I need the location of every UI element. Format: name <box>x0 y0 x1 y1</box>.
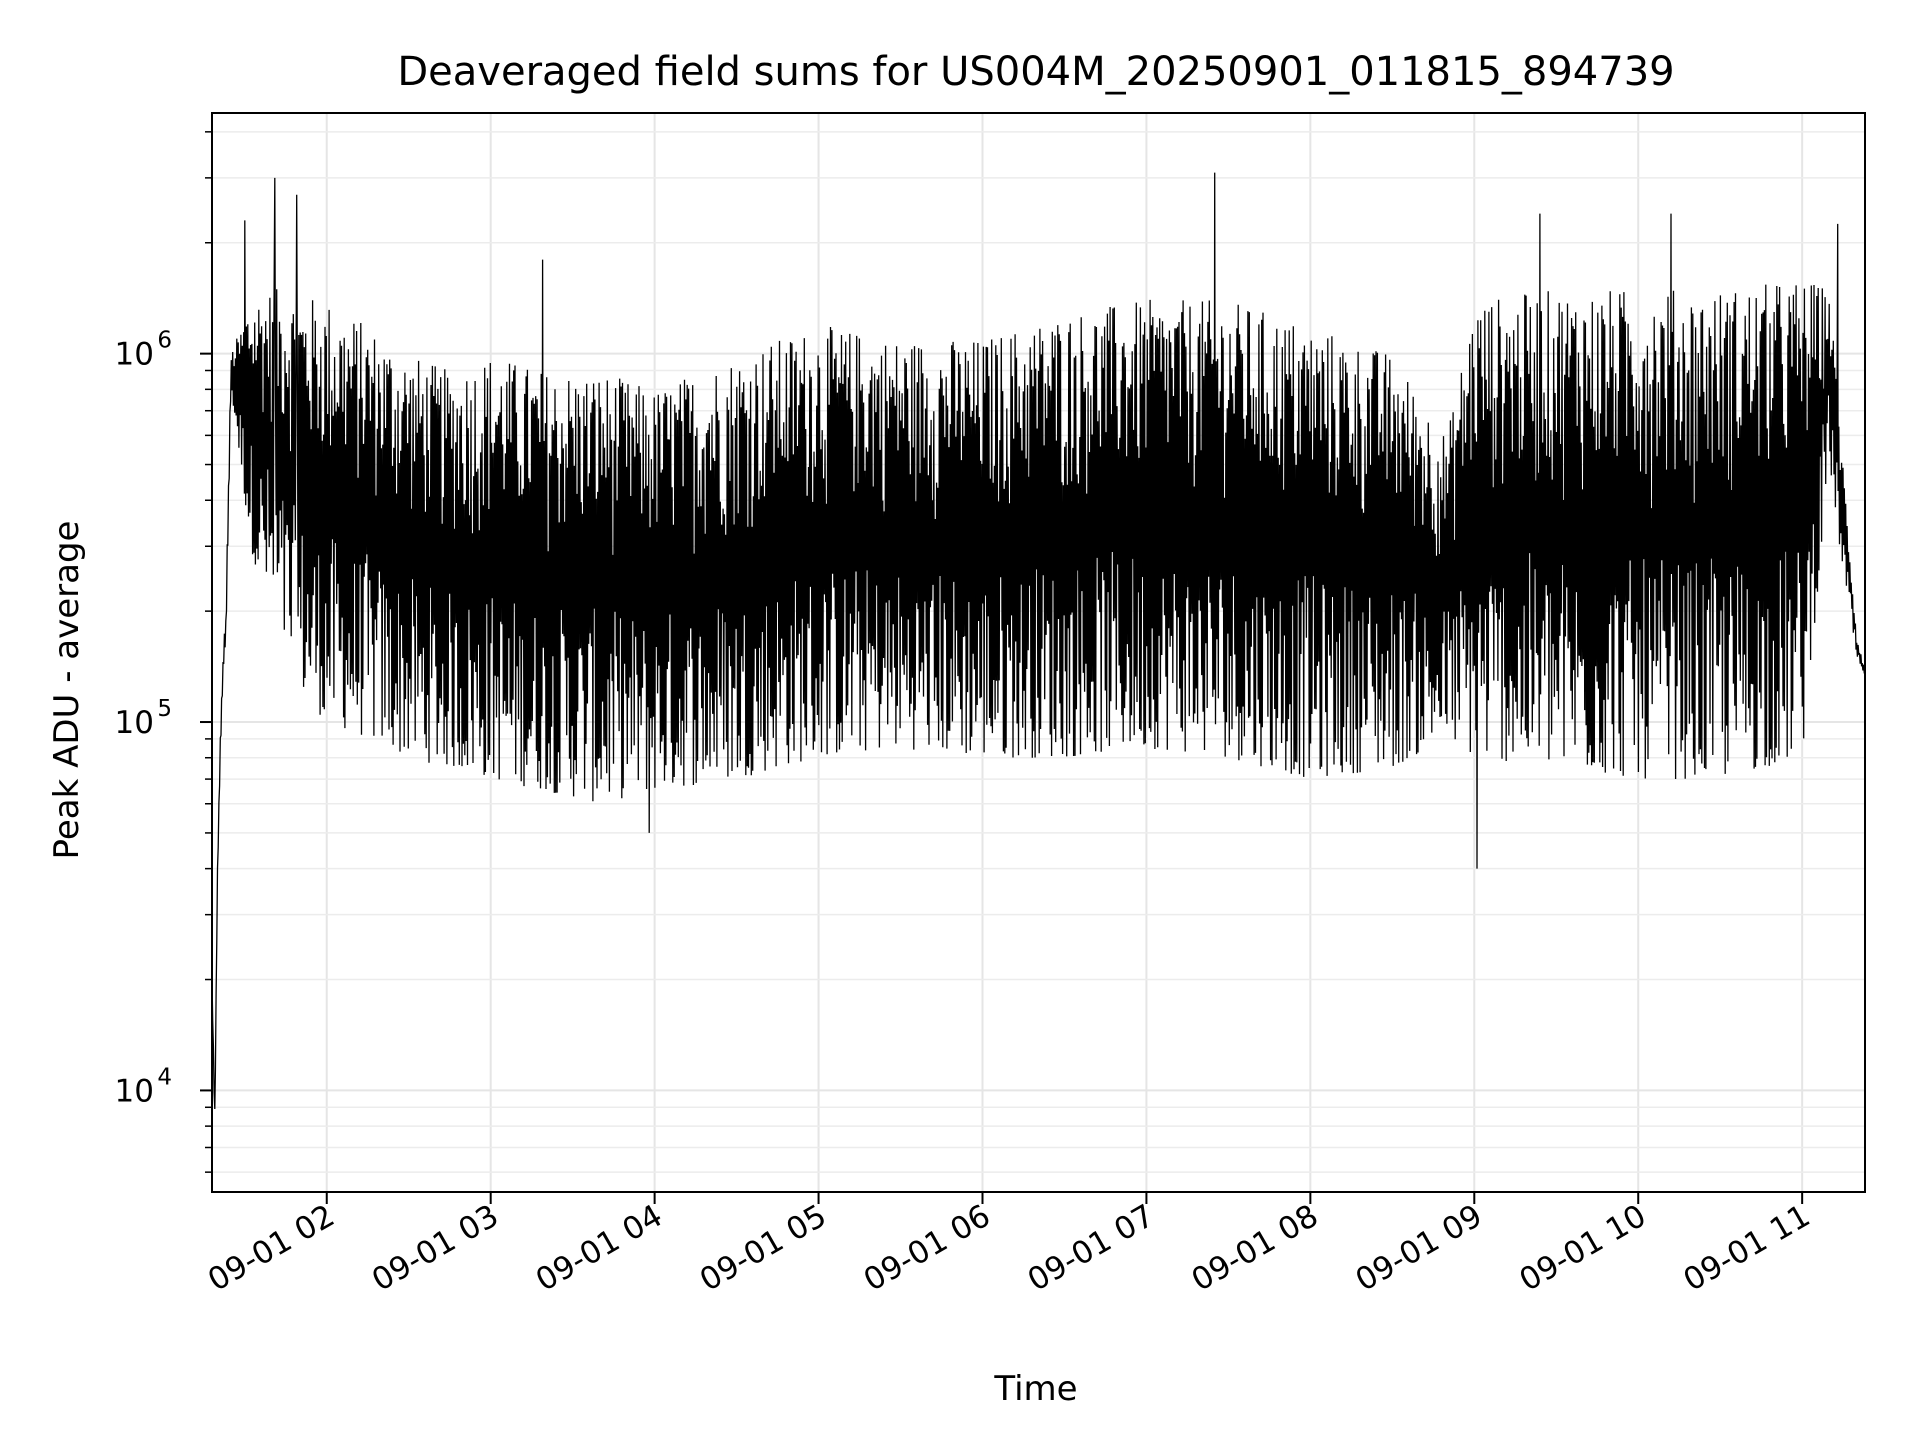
y-tick-label-exponent: 6 <box>157 328 172 354</box>
y-axis-label: Peak ADU - average <box>47 521 87 860</box>
y-tick-label-exponent: 5 <box>157 696 172 722</box>
x-tick-label: 09-01 09 <box>1350 1198 1489 1299</box>
chart-title: Deaveraged field sums for US004M_2025090… <box>397 49 1674 95</box>
series-line <box>211 172 1866 1110</box>
x-tick-label: 09-01 04 <box>530 1198 669 1299</box>
plot-frame <box>211 112 1866 1193</box>
x-tick-label: 09-01 03 <box>366 1198 505 1299</box>
x-tick-label: 09-01 08 <box>1186 1198 1325 1299</box>
x-tick-label: 09-01 05 <box>694 1198 833 1299</box>
x-tick-label: 09-01 10 <box>1514 1198 1653 1299</box>
y-tick-label: 10 <box>115 337 154 373</box>
series-group <box>211 172 1866 1110</box>
x-axis-label: Time <box>993 1369 1077 1409</box>
y-tick-label: 10 <box>115 705 154 741</box>
x-tick-label: 09-01 06 <box>858 1198 997 1299</box>
y-tick-label-exponent: 4 <box>157 1064 172 1090</box>
x-tick-label: 09-01 02 <box>202 1198 341 1299</box>
y-tick-label: 10 <box>115 1073 154 1109</box>
x-axis-ticks: 09-01 02 09-01 03 09-01 04 09-01 05 09-01 06… <box>202 1192 1816 1299</box>
x-tick-label: 09-01 11 <box>1677 1198 1816 1299</box>
x-tick-label: 09-01 07 <box>1022 1198 1161 1299</box>
